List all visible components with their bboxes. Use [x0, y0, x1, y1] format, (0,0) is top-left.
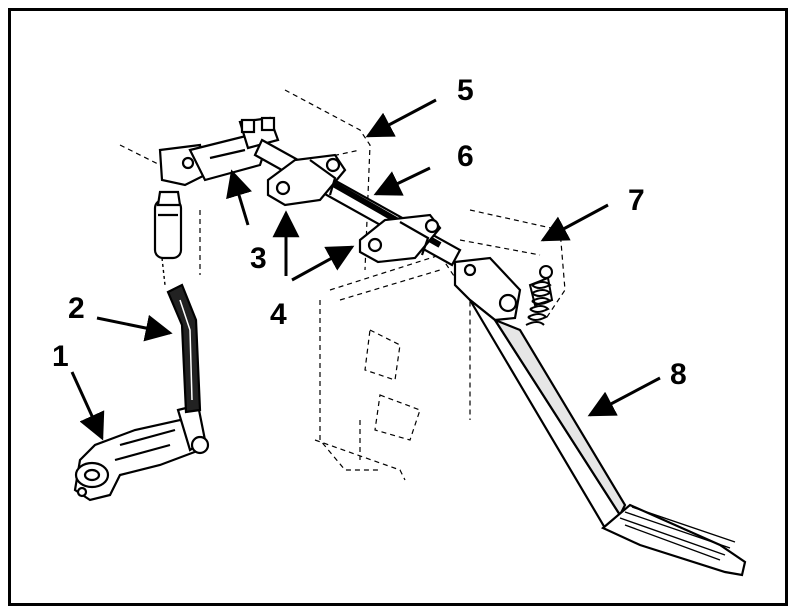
leader-5 [365, 98, 437, 138]
leader-4b [291, 245, 355, 282]
bulkhead-outline [119, 89, 566, 481]
leader-arrows [70, 98, 661, 441]
leader-2 [96, 314, 173, 342]
leader-8 [587, 376, 661, 417]
leader-3 [226, 169, 252, 226]
callout-4: 4 [270, 298, 287, 331]
mounting-bracket-right [358, 213, 442, 264]
connecting-rod [161, 257, 202, 414]
leader-6 [373, 166, 431, 196]
leader-1 [70, 371, 105, 441]
return-spring [514, 265, 554, 351]
diagram-frame [8, 8, 788, 606]
upper-socket [153, 143, 207, 260]
callout-8: 8 [670, 358, 687, 391]
leader-7 [540, 203, 609, 242]
callout-6: 6 [457, 140, 474, 173]
callout-7: 7 [628, 184, 645, 217]
callout-3: 3 [250, 242, 267, 275]
callout-1: 1 [52, 340, 69, 373]
mounting-bracket-left [266, 153, 347, 207]
lower-lever [73, 403, 210, 502]
pedal-lever [453, 256, 747, 577]
callout-5: 5 [457, 74, 474, 107]
callout-2: 2 [68, 292, 85, 325]
